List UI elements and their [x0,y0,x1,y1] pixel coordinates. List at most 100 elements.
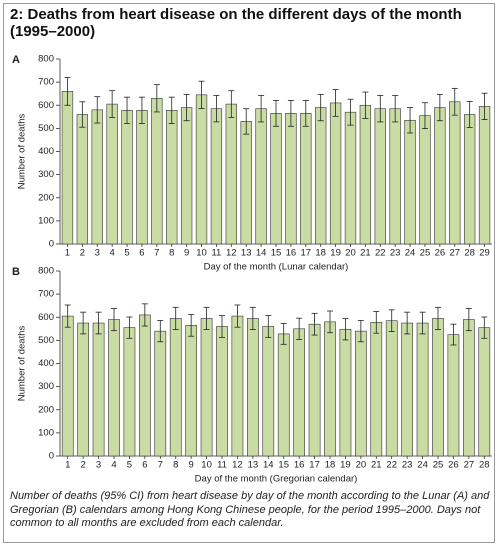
bar [240,121,252,245]
bar [231,315,244,457]
x-tick-label: 10 [196,248,207,259]
bar [293,328,305,457]
bar [478,106,491,245]
bar [77,322,89,457]
bar [359,104,372,245]
frame [3,3,495,543]
bar [344,111,357,245]
x-tick-label: 12 [232,460,243,471]
bar [463,114,476,245]
bar [355,330,367,457]
bar [225,103,237,245]
bar [277,333,290,457]
x-tick-label: 6 [139,248,144,259]
y-tick-label: 600 [38,312,54,323]
bar [324,321,336,457]
y-tick-label: 0 [49,239,54,250]
caption: Number of deaths (95% CI) from heart dis… [10,490,490,529]
y-tick-label: 800 [38,54,54,65]
bar [61,91,74,245]
y-tick-label: 600 [38,100,54,111]
title: 2: Deaths from heart disease on the diff… [10,6,462,40]
y-tick-label: 0 [49,451,54,462]
y-tick-label: 700 [38,77,54,88]
bar [106,103,118,245]
x-tick-label: 20 [345,248,356,259]
x-tick-label: 14 [263,460,274,471]
bar [139,314,151,457]
x-tick-label: 5 [124,248,129,259]
x-tick-label: 23 [402,460,413,471]
y-tick-label: 100 [38,427,54,438]
bar [339,328,352,457]
x-tick-label: 15 [271,248,282,259]
bar [416,322,429,457]
bar [151,98,163,245]
bar [478,327,491,457]
x-tick-label: 29 [479,248,490,259]
x-tick-label: 5 [127,460,132,471]
bar [247,318,259,457]
x-tick-label: 27 [464,460,475,471]
x-tick-label: 13 [248,460,259,471]
bar [419,115,431,245]
x-tick-label: 16 [286,248,297,259]
x-tick-label: 7 [154,248,159,259]
bar [76,114,89,245]
x-axis-label: Day of the month (Lunar calendar) [204,262,349,273]
bar [404,119,416,245]
bar [200,318,213,457]
x-tick-label: 17 [301,248,312,259]
x-tick-label: 22 [386,460,397,471]
bar [300,113,312,245]
bar [463,319,475,457]
x-tick-label: 28 [479,460,490,471]
x-tick-label: 26 [448,460,459,471]
x-tick-label: 20 [356,460,367,471]
y-tick-label: 700 [38,289,54,300]
bar [315,107,327,245]
bar [262,326,275,457]
bar [154,330,167,457]
x-tick-label: 22 [375,248,386,259]
bar [185,325,197,457]
bar [108,319,120,457]
x-tick-label: 23 [390,248,401,259]
y-axis-label: Number of deaths [17,325,28,401]
panel-label: A [12,54,20,66]
x-tick-label: 1 [65,460,70,471]
y-tick-label: 300 [38,169,54,180]
bar [92,322,105,457]
x-tick-label: 10 [201,460,212,471]
x-tick-label: 11 [217,460,227,471]
x-tick-label: 2 [80,460,85,471]
bar [91,109,103,245]
x-tick-label: 12 [226,248,237,259]
y-axis-label: Number of deaths [17,113,28,189]
bar [180,107,193,245]
x-tick-label: 8 [169,248,174,259]
y-tick-label: 400 [38,358,54,369]
x-tick-label: 3 [96,460,101,471]
bar [61,315,74,457]
x-tick-label: 14 [256,248,267,259]
x-tick-label: 17 [309,460,320,471]
y-tick-label: 200 [38,404,54,415]
bar [447,334,460,457]
y-tick-label: 400 [38,146,54,157]
bar [123,327,136,457]
y-tick-label: 800 [38,266,54,277]
x-tick-label: 11 [211,248,221,259]
bar [449,101,461,245]
x-tick-label: 24 [417,460,428,471]
x-tick-label: 24 [405,248,416,259]
bar [432,318,444,457]
bar [121,110,133,245]
panel-label: B [12,266,20,278]
x-tick-label: 21 [360,248,371,259]
y-tick-label: 100 [38,215,54,226]
bar [270,113,282,245]
bar [401,322,413,457]
bar [385,320,398,457]
x-tick-label: 1 [65,248,70,259]
